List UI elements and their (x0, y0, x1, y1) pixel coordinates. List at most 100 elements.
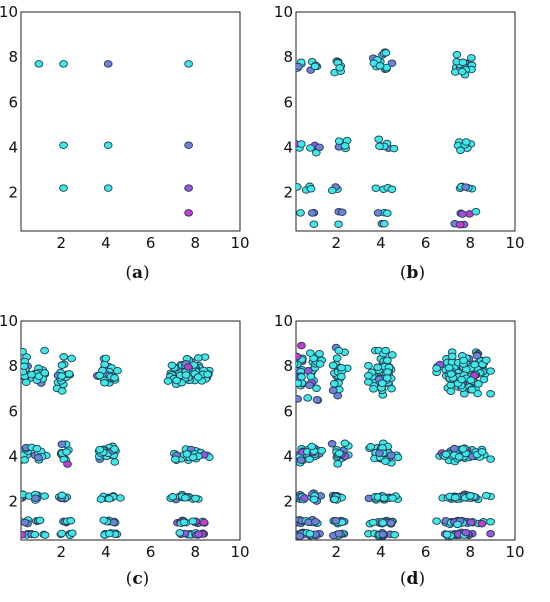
data-point-blue (386, 519, 396, 527)
axis-ticks: 2 4 6 8 10 2 4 6 8 10 (274, 3, 525, 252)
plot-frame (295, 320, 516, 541)
data-point-cyan (470, 360, 480, 369)
y-tick-label: 10 (274, 3, 293, 21)
data-point-cyan (34, 60, 44, 68)
data-point-cyan (32, 444, 42, 453)
data-point-cyan (383, 356, 392, 365)
y-tick-label: 8 (8, 357, 18, 375)
x-tick-label: 2 (331, 234, 341, 252)
data-point-blue (375, 449, 384, 457)
x-tick-label: 2 (56, 543, 66, 561)
caption-a: (a) (125, 263, 150, 283)
data-point-cyan (180, 494, 190, 502)
data-point-blue (34, 453, 43, 462)
scatter-plot-d: 2 4 6 8 10 2 4 6 8 10 (274, 312, 525, 561)
data-point-cyan (101, 354, 111, 363)
data-point-blue (378, 530, 388, 539)
axis-ticks: 2 4 6 8 10 2 4 6 8 10 (0, 312, 250, 561)
data-point-cyan (103, 141, 113, 149)
data-point-blue (315, 143, 324, 152)
points-layer (296, 48, 481, 229)
data-point-cyan (306, 185, 316, 193)
data-point-cyan (188, 517, 198, 525)
x-tick-label: 8 (466, 543, 476, 561)
scatter-plot-b: 2 4 6 8 10 2 4 6 8 10 (274, 3, 525, 252)
data-point-cyan (333, 460, 343, 468)
x-tick-label: 2 (56, 234, 66, 252)
y-tick-label: 4 (8, 447, 18, 465)
data-point-blue (387, 59, 397, 67)
data-point-cyan (471, 207, 481, 216)
data-point-blue (328, 386, 338, 395)
data-point-blue (450, 444, 459, 453)
x-tick-label: 6 (421, 543, 431, 561)
y-tick-label: 6 (8, 402, 18, 420)
data-point-magenta (63, 460, 72, 468)
data-point-magenta (183, 363, 193, 371)
data-point-blue (296, 395, 302, 403)
data-point-cyan (310, 62, 320, 71)
data-point-cyan (21, 362, 29, 371)
panel-c: 2 4 6 8 10 2 4 6 8 10 (c) (0, 301, 275, 602)
points-layer (34, 60, 193, 217)
data-point-violet (184, 184, 193, 192)
data-point-cyan (459, 356, 468, 365)
data-point-cyan (450, 493, 460, 502)
data-point-cyan (337, 363, 346, 372)
data-point-cyan (27, 370, 36, 379)
data-point-blue (334, 529, 344, 538)
x-tick-label: 8 (191, 543, 201, 561)
data-point-cyan (57, 372, 66, 380)
data-point-cyan (309, 495, 319, 504)
data-point-cyan (456, 146, 465, 155)
scatter-plot-a: 2 4 6 8 10 2 4 6 8 10 (0, 3, 250, 252)
data-point-cyan (486, 455, 495, 463)
data-point-cyan (387, 185, 397, 194)
data-point-cyan (369, 385, 378, 393)
data-point-cyan (467, 385, 477, 394)
data-point-cyan (35, 516, 45, 525)
x-tick-label: 8 (191, 234, 201, 252)
x-tick-label: 10 (230, 543, 249, 561)
data-point-cyan (182, 450, 192, 458)
data-point-cyan (40, 369, 50, 377)
x-tick-label: 10 (505, 543, 524, 561)
data-point-cyan (59, 60, 68, 68)
data-point-cyan (474, 380, 483, 388)
data-point-cyan (40, 346, 49, 355)
data-point-cyan (315, 360, 325, 368)
data-point-cyan (382, 209, 392, 217)
data-point-cyan (296, 209, 305, 217)
data-point-cyan (110, 458, 120, 466)
data-point-magenta (21, 530, 27, 539)
data-point-blue (296, 532, 305, 540)
data-point-cyan (467, 54, 476, 62)
data-point-blue (386, 451, 396, 460)
data-point-cyan (381, 346, 390, 355)
data-point-blue (311, 517, 320, 526)
data-point-cyan (309, 220, 319, 228)
y-tick-label: 8 (8, 48, 18, 66)
data-point-blue (21, 518, 30, 527)
y-tick-label: 6 (283, 93, 293, 111)
data-point-cyan (40, 531, 50, 539)
data-point-cyan (172, 376, 181, 385)
data-point-cyan (110, 445, 119, 453)
data-point-cyan (21, 456, 29, 464)
data-point-cyan (379, 219, 389, 228)
x-tick-label: 10 (505, 234, 524, 252)
caption-d: (d) (399, 569, 426, 589)
x-tick-label: 8 (466, 234, 476, 252)
data-point-cyan (116, 494, 125, 502)
data-point-cyan (481, 356, 491, 364)
data-point-blue (312, 395, 322, 404)
data-point-cyan (100, 360, 109, 369)
data-point-cyan (461, 138, 471, 146)
data-point-cyan (364, 371, 373, 380)
data-point-cyan (305, 529, 315, 538)
data-point-cyan (193, 373, 203, 381)
data-point-cyan (334, 449, 344, 458)
y-tick-label: 10 (0, 312, 18, 330)
data-point-cyan (59, 141, 68, 149)
data-point-cyan (305, 349, 315, 357)
